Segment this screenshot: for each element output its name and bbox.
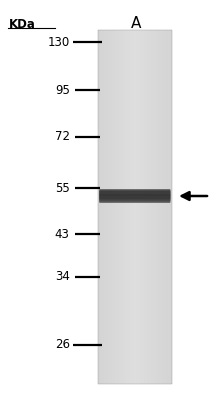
Bar xyxy=(163,30,165,384)
Bar xyxy=(145,30,146,384)
Bar xyxy=(149,30,150,384)
Bar xyxy=(133,30,134,384)
Bar xyxy=(135,30,136,384)
Bar xyxy=(156,30,157,384)
Bar xyxy=(134,30,135,384)
Bar xyxy=(161,30,162,384)
Bar xyxy=(113,30,114,384)
Bar xyxy=(166,30,167,384)
Bar xyxy=(130,30,131,384)
Bar xyxy=(126,30,128,384)
Bar xyxy=(162,30,163,384)
Bar xyxy=(128,30,129,384)
Bar xyxy=(158,30,160,384)
FancyBboxPatch shape xyxy=(99,189,170,203)
Bar xyxy=(108,30,109,384)
Text: 26: 26 xyxy=(55,338,70,351)
Bar xyxy=(118,30,119,384)
Bar xyxy=(136,30,138,384)
Bar xyxy=(144,30,145,384)
FancyBboxPatch shape xyxy=(99,194,170,201)
Bar xyxy=(110,30,112,384)
Text: 72: 72 xyxy=(55,130,70,143)
Bar xyxy=(112,30,113,384)
FancyBboxPatch shape xyxy=(99,191,170,200)
Bar xyxy=(122,30,123,384)
Bar xyxy=(107,30,108,384)
Text: KDa: KDa xyxy=(8,18,35,31)
Bar xyxy=(154,30,155,384)
Bar xyxy=(99,30,101,384)
Bar xyxy=(129,30,130,384)
Bar xyxy=(125,30,126,384)
Text: 43: 43 xyxy=(55,228,70,240)
Text: 55: 55 xyxy=(55,182,70,194)
Bar xyxy=(123,30,124,384)
FancyBboxPatch shape xyxy=(99,190,170,196)
Bar xyxy=(146,30,147,384)
Bar xyxy=(141,30,142,384)
Bar xyxy=(98,30,172,384)
Bar xyxy=(157,30,158,384)
Bar xyxy=(116,30,118,384)
Bar xyxy=(151,30,152,384)
Bar xyxy=(142,30,144,384)
Bar xyxy=(103,30,104,384)
Bar xyxy=(98,30,99,384)
Bar xyxy=(171,30,172,384)
Bar xyxy=(104,30,106,384)
Bar xyxy=(140,30,141,384)
Bar xyxy=(131,30,133,384)
Text: 95: 95 xyxy=(55,84,70,96)
Bar xyxy=(102,30,103,384)
Bar xyxy=(106,30,107,384)
Bar xyxy=(152,30,154,384)
Bar xyxy=(139,30,140,384)
Bar xyxy=(124,30,125,384)
Text: 34: 34 xyxy=(55,270,70,283)
Bar xyxy=(155,30,156,384)
Bar xyxy=(167,30,168,384)
Bar xyxy=(120,30,122,384)
Text: 130: 130 xyxy=(47,36,70,48)
Bar xyxy=(147,30,149,384)
Bar xyxy=(168,30,169,384)
Bar xyxy=(119,30,120,384)
Bar xyxy=(109,30,110,384)
Bar xyxy=(138,30,139,384)
Bar xyxy=(150,30,151,384)
Bar xyxy=(101,30,102,384)
Bar xyxy=(115,30,116,384)
Bar xyxy=(169,30,171,384)
Bar xyxy=(160,30,161,384)
Bar xyxy=(165,30,166,384)
Bar xyxy=(114,30,115,384)
Text: A: A xyxy=(131,16,141,31)
